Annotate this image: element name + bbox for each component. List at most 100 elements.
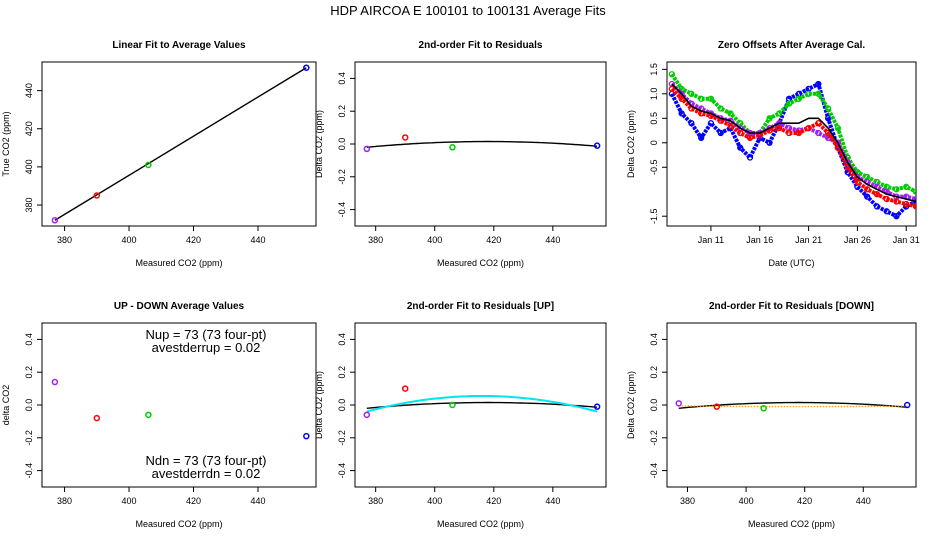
series-point-blue (824, 115, 832, 122)
series-point-blue (893, 213, 900, 220)
chart-title: 2nd-order Fit to Residuals [DOWN] (709, 301, 874, 312)
annotation-avestderrdn: avestderrdn = 0.02 (152, 466, 261, 481)
x-axis-label: Measured CO2 (ppm) (135, 519, 222, 529)
series-point-green (688, 90, 695, 97)
y-tick-label: 400 (24, 159, 34, 174)
series-point-blue (678, 110, 685, 117)
series-point-red (668, 85, 676, 93)
data-point-green (145, 161, 152, 169)
y-axis-label: Delta CO2 (ppm) (626, 110, 636, 178)
y-tick-label: 0.0 (337, 138, 347, 151)
y-tick-label: 0.0 (337, 399, 347, 412)
series-point-green (785, 100, 793, 107)
plot-area (51, 378, 310, 440)
data-point-purple (363, 145, 371, 153)
x-tick-label: 380 (57, 496, 72, 506)
series-point-red (785, 129, 793, 137)
data-point-blue (593, 403, 601, 410)
series-line-purple (670, 82, 916, 202)
y-axis-label: delta CO2 (1, 385, 11, 426)
series-point-green (795, 95, 802, 102)
y-tick-label: 0.4 (649, 333, 659, 346)
y-tick-label: 440 (24, 83, 34, 98)
x-tick-label: 400 (739, 496, 754, 506)
x-tick-label: Jan 16 (746, 235, 773, 245)
data-point-red (93, 192, 101, 199)
series-point-green (893, 186, 900, 193)
series-point-green (717, 105, 724, 112)
series-point-blue (688, 120, 695, 127)
y-tick-label: 0.2 (649, 366, 659, 379)
y-tick-label: -0.4 (337, 463, 347, 479)
data-point-blue (593, 142, 601, 149)
series-point-red (795, 129, 802, 137)
series-point-blue (737, 144, 744, 151)
x-axis-label: Measured CO2 (ppm) (437, 258, 524, 268)
series-line-black (671, 83, 916, 203)
series-point-green (815, 90, 822, 97)
data-point-purple (675, 400, 682, 407)
y-tick-label: -0.2 (24, 430, 34, 446)
series-line-green (670, 73, 916, 194)
series-point-purple (815, 129, 822, 137)
fit-line-black (366, 140, 598, 148)
x-tick-label: 440 (545, 235, 560, 245)
plot-area (51, 64, 310, 224)
annotation-ndn: Ndn = 73 (73 four-pt) (145, 453, 266, 468)
y-tick-label: -1.5 (649, 208, 659, 224)
chart-title: 2nd-order Fit to Residuals [UP] (407, 301, 554, 312)
chart-panel-p2: 2nd-order Fit to Residuals 380 400 420 440 -0… (314, 40, 607, 268)
series-point-green (668, 71, 676, 78)
series-point-green (805, 90, 812, 97)
y-axis-label: Delta CO2 (ppm) (314, 371, 324, 439)
series-point-red (678, 95, 685, 102)
series-point-red (883, 195, 890, 203)
data-point-red (713, 403, 721, 410)
data-point-green (449, 401, 456, 409)
y-tick-label: 0.2 (337, 366, 347, 379)
fit-line-orange (678, 405, 908, 408)
y-tick-label: -0.5 (649, 159, 659, 175)
y-tick-label: 0 (649, 140, 659, 145)
x-tick-label: 420 (797, 496, 812, 506)
y-tick-label: 0.0 (649, 399, 659, 412)
plot-area (668, 71, 916, 220)
annotation-avestderrup: avestderrup = 0.02 (152, 340, 261, 355)
chart-panel-p1: Linear Fit to Average Values 380 400 420 440… (1, 40, 317, 268)
chart-panel-p6: 2nd-order Fit to Residuals [DOWN] 380 400 4… (626, 301, 917, 529)
annotation-nup: Nup = 73 (73 four-pt) (145, 327, 266, 342)
x-tick-label: 400 (427, 496, 442, 506)
x-axis-label: Measured CO2 (ppm) (437, 519, 524, 529)
data-point-green (760, 405, 767, 412)
x-tick-label: 420 (186, 235, 201, 245)
y-axis-label: Delta CO2 (ppm) (314, 110, 324, 178)
x-axis-label: Date (UTC) (768, 258, 814, 268)
series-point-blue (717, 129, 724, 137)
fit-line-black (366, 401, 598, 409)
y-axis-label: True CO2 (ppm) (1, 111, 11, 176)
series-point-blue (746, 154, 754, 161)
y-tick-label: -0.4 (649, 463, 659, 479)
chart-panel-p5: 2nd-order Fit to Residuals [UP] 380 400 420… (314, 301, 607, 529)
x-tick-label: 400 (122, 235, 137, 245)
series-point-green (707, 95, 715, 102)
y-tick-label: -0.4 (337, 202, 347, 218)
data-point-green (449, 144, 456, 151)
series-point-green (727, 110, 734, 117)
x-tick-label: 440 (545, 496, 560, 506)
x-tick-label: 440 (250, 235, 265, 245)
series-point-red (873, 191, 881, 198)
y-tick-label: 0.4 (337, 333, 347, 346)
data-point-green (145, 411, 152, 419)
plot-frame (666, 61, 917, 227)
series-point-red (903, 200, 910, 208)
x-tick-label: 420 (486, 496, 501, 506)
y-tick-label: 1.5 (649, 63, 659, 76)
x-axis-label: Measured CO2 (ppm) (135, 258, 222, 268)
x-tick-label: 440 (856, 496, 871, 506)
series-point-purple (912, 195, 916, 203)
fit-line-black (54, 67, 307, 221)
series-point-green (834, 124, 842, 132)
fit-line-cyan (366, 395, 598, 413)
